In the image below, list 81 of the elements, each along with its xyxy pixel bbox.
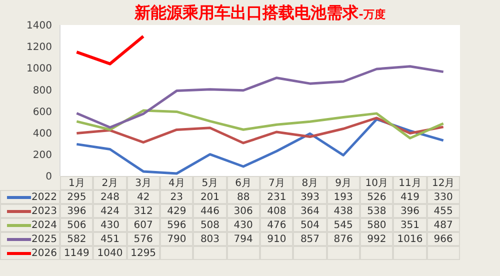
chart-subtitle: -万度 [358,8,386,21]
x-tick-label: 12月 [426,176,460,190]
data-label: 351 [393,218,427,232]
data-label: 312 [126,204,160,218]
y-tick-label: 1000 [26,64,52,75]
y-tick-label: 1400 [26,20,52,32]
data-label: 504 [293,218,327,232]
data-label: 506 [60,218,94,232]
y-tick-label: 400 [32,128,52,140]
data-label: 396 [393,204,427,218]
data-label: 794 [226,232,260,246]
x-tick-label: 4月 [160,176,194,190]
data-label: 1016 [393,232,427,246]
data-label: 248 [93,190,127,204]
data-label: 429 [160,204,194,218]
data-label: 576 [126,232,160,246]
data-label: 545 [326,218,360,232]
x-tick-label: 8月 [293,176,327,190]
y-tick-label: 0 [46,172,52,183]
x-tick-label: 5月 [193,176,227,190]
data-label: 1149 [60,246,94,260]
y-tick-label: 800 [32,85,52,96]
line-series [75,109,445,140]
data-label: 430 [93,218,127,232]
chart-title: 新能源乘用车出口搭载电池需求 [134,3,359,22]
data-label: 408 [260,204,294,218]
data-label: 193 [326,190,360,204]
x-tick-label: 6月 [226,176,260,190]
x-tick-label: 11月 [393,176,427,190]
data-label: 580 [360,218,394,232]
data-label: 88 [226,190,260,204]
data-label: 430 [226,218,260,232]
data-label: 295 [60,190,94,204]
data-label: 446 [193,204,227,218]
legend-label: 2023 [0,204,60,218]
data-label: 231 [260,190,294,204]
data-label: 607 [126,218,160,232]
data-label: 526 [360,190,394,204]
data-label: 966 [426,232,460,246]
data-label: 1040 [93,246,127,260]
data-label: 790 [160,232,194,246]
data-label: 201 [193,190,227,204]
data-label: 306 [226,204,260,218]
y-tick-label: 1200 [26,42,52,54]
data-label: 992 [360,232,394,246]
data-label: 438 [326,204,360,218]
line-series [75,116,445,144]
data-label: 451 [93,232,127,246]
line-series [75,65,445,129]
data-label: 876 [326,232,360,246]
y-tick-label: 200 [32,150,52,161]
x-tick-label: 10月 [360,176,394,190]
data-label: 393 [293,190,327,204]
data-label: 596 [160,218,194,232]
x-tick-label: 3月 [126,176,160,190]
data-label: 364 [293,204,327,218]
x-tick-label: 7月 [260,176,294,190]
x-tick-label: 2月 [93,176,127,190]
y-tick-label: 600 [32,106,52,118]
data-label: 508 [193,218,227,232]
data-label: 476 [260,218,294,232]
data-label: 487 [426,218,460,232]
legend-label: 2024 [0,218,60,232]
data-label: 42 [126,190,160,204]
data-label: 1295 [126,246,160,260]
data-label: 910 [260,232,294,246]
data-label: 330 [426,190,460,204]
legend-label: 2022 [0,190,60,204]
data-label: 455 [426,204,460,218]
data-label: 538 [360,204,394,218]
data-label: 419 [393,190,427,204]
x-tick-label: 1月 [60,176,94,190]
data-label: 857 [293,232,327,246]
data-label: 396 [60,204,94,218]
data-label: 582 [60,232,94,246]
x-tick-label: 9月 [326,176,360,190]
data-label: 23 [160,190,194,204]
legend-label: 2026 [0,246,60,260]
legend-label: 2025 [0,232,60,246]
data-label: 424 [93,204,127,218]
data-label: 803 [193,232,227,246]
